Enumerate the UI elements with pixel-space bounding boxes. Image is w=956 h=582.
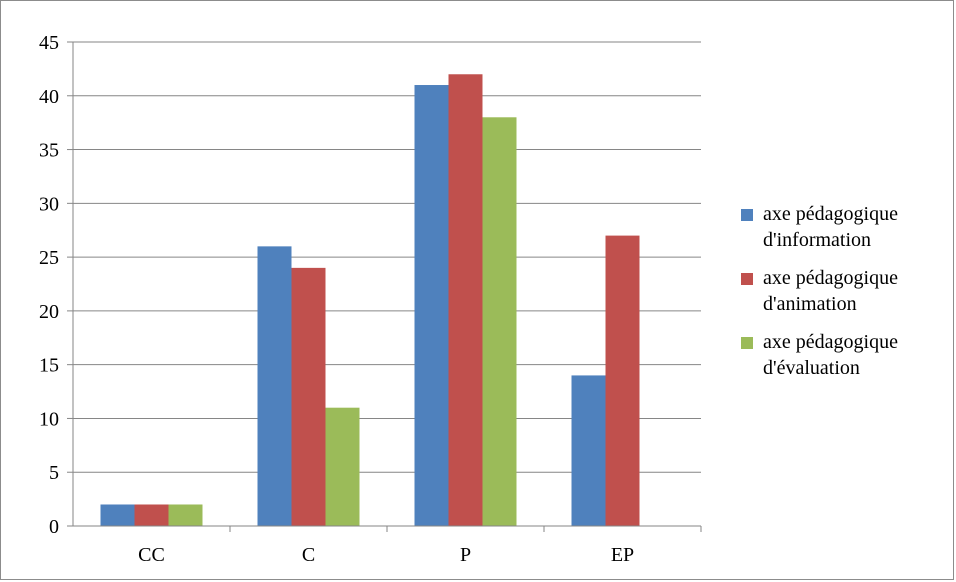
legend-item-information: axe pédagogique d'information — [741, 201, 951, 253]
x-tick-labels: CC C P EP — [138, 544, 634, 566]
legend: axe pédagogique d'information axe pédago… — [741, 201, 951, 393]
gridlines — [73, 41, 701, 473]
bar-c-series-2 — [325, 407, 360, 526]
bar-ep-series-1 — [605, 235, 640, 526]
y-tick-label-0: 0 — [49, 516, 59, 538]
legend-swatch-evaluation — [741, 337, 753, 349]
y-tick-label-15: 15 — [39, 355, 59, 377]
legend-label-evaluation: axe pédagogique d'évaluation — [763, 331, 898, 379]
y-tick-label-35: 35 — [39, 140, 59, 162]
bar-cc-series-1 — [134, 504, 169, 526]
legend-item-animation: axe pédagogique d'animation — [741, 265, 951, 317]
bar-c-series-1 — [291, 267, 326, 526]
x-tick-label-c: C — [302, 544, 315, 566]
y-tick-label-45: 45 — [39, 32, 59, 54]
legend-swatch-animation — [741, 273, 753, 285]
bar-p-series-2 — [482, 117, 517, 527]
y-tick-label-20: 20 — [39, 301, 59, 323]
bar-c-series-0 — [257, 246, 292, 526]
x-tick-label-ep: EP — [611, 544, 634, 566]
y-tick-label-5: 5 — [49, 462, 59, 484]
y-tick-labels: 0 5 10 15 20 25 30 35 40 45 — [39, 32, 59, 538]
bar-cc-series-0 — [100, 504, 135, 526]
legend-swatch-information — [741, 209, 753, 221]
legend-label-animation: axe pédagogique d'animation — [763, 267, 898, 315]
x-tick-label-cc: CC — [138, 544, 165, 566]
bar-cc-series-2 — [168, 504, 203, 526]
bar-p-series-0 — [414, 85, 449, 527]
axes — [67, 41, 702, 532]
y-tick-label-30: 30 — [39, 193, 59, 215]
bars — [100, 74, 640, 527]
bar-p-series-1 — [448, 74, 483, 527]
legend-label-information: axe pédagogique d'information — [763, 203, 898, 251]
x-tick-label-p: P — [460, 544, 471, 566]
y-tick-label-10: 10 — [39, 408, 59, 430]
y-tick-label-25: 25 — [39, 247, 59, 269]
bar-ep-series-0 — [571, 375, 606, 526]
y-tick-label-40: 40 — [39, 86, 59, 108]
legend-item-evaluation: axe pédagogique d'évaluation — [741, 329, 951, 381]
